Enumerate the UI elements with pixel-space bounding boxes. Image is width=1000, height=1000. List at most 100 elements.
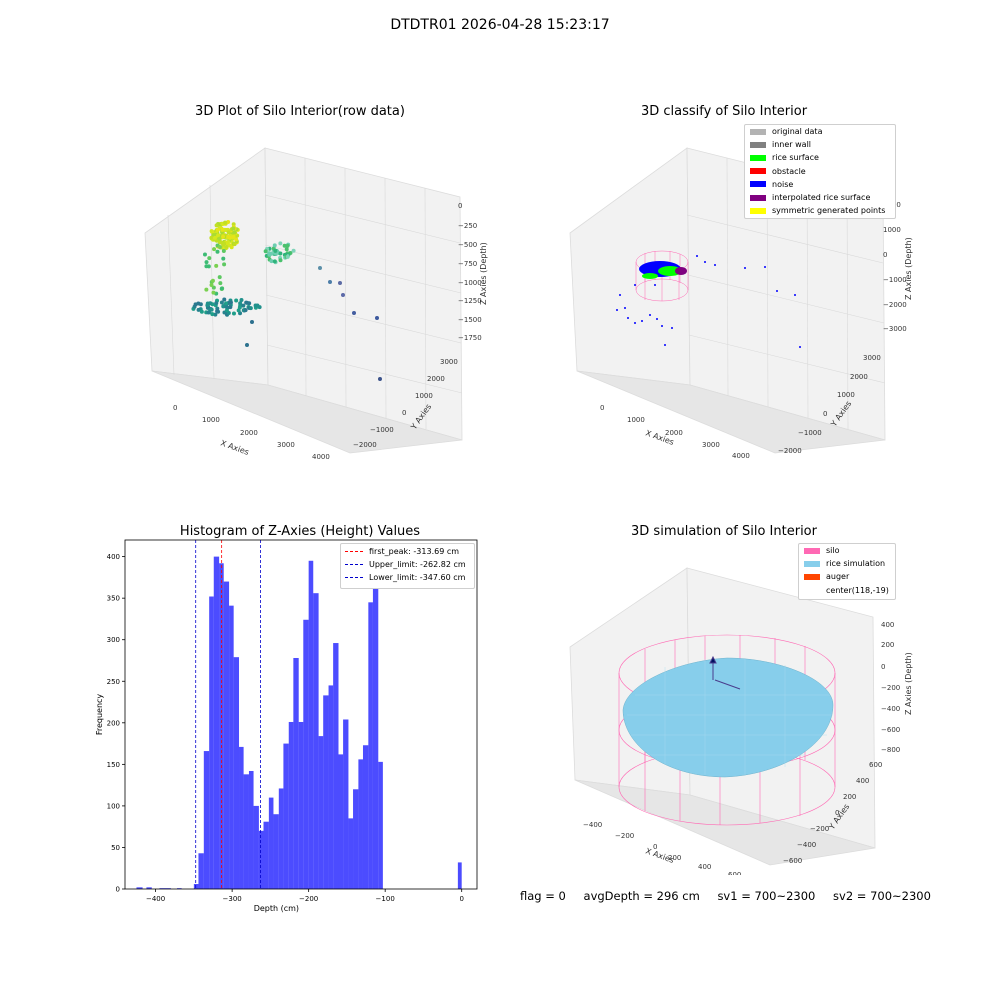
- raw-point: [211, 290, 216, 295]
- raw-point: [221, 248, 226, 253]
- raw-point: [219, 286, 224, 291]
- histogram-bar: [193, 884, 199, 889]
- legend-label: rice surface: [772, 153, 819, 163]
- simulation-ytick: −600: [783, 857, 802, 865]
- classify-legend: original data inner wall rice surface obsta…: [744, 124, 896, 219]
- histogram-bar: [358, 759, 363, 889]
- histogram-bar: [378, 761, 383, 889]
- raw-point: [227, 235, 232, 240]
- raw-point: [209, 307, 214, 312]
- histogram-bar: [268, 797, 274, 889]
- simulation-ytick: 0: [835, 809, 839, 817]
- legend-label: silo: [826, 546, 840, 555]
- raw-point: [215, 249, 220, 254]
- classify-xtick: 2000: [665, 429, 683, 437]
- raw-point: [272, 259, 277, 264]
- classify-noise-point: [654, 284, 656, 286]
- raw-point: [278, 258, 283, 263]
- legend-entry: symmetric generated points: [750, 206, 885, 215]
- legend-label: obstacle: [772, 166, 806, 176]
- legend-entry: rice simulation: [804, 559, 885, 568]
- classify-noise-point: [714, 264, 716, 266]
- legend-swatch: [804, 587, 820, 593]
- raw-point: [282, 243, 287, 248]
- raw-point: [213, 312, 218, 317]
- histogram-bar: [177, 888, 182, 889]
- histogram-xtick-label: −100: [376, 895, 395, 903]
- raw-plot-title: 3D Plot of Silo Interior(row data): [195, 104, 405, 119]
- raw-point: [273, 248, 278, 253]
- legend-entry: Lower_limit: -347.60 cm: [345, 573, 465, 582]
- histogram-xtick-label: 0: [459, 895, 463, 903]
- histogram-bar: [273, 814, 279, 889]
- histogram-bar: [288, 721, 294, 889]
- raw-point: [278, 251, 283, 256]
- classify-interpolated-surface: [675, 267, 687, 275]
- classify-ztick: 0: [883, 251, 887, 259]
- raw-point: [244, 300, 249, 305]
- classify-xtick: 1000: [627, 416, 645, 424]
- simulation-ztick: −400: [881, 705, 900, 713]
- raw-point: [263, 249, 268, 254]
- legend-swatch: [750, 207, 766, 214]
- simulation-xtick: 600: [728, 871, 741, 875]
- simulation-3d-plot: −400 −200 0 200 400 600 X Axies −600 −40…: [569, 567, 913, 875]
- legend-swatch: [750, 141, 766, 148]
- classify-noise-point: [794, 294, 796, 296]
- status-sv1: sv1 = 700~2300: [717, 889, 816, 903]
- classify-noise-points: [616, 255, 801, 348]
- raw-ztick: −1000: [458, 279, 482, 287]
- legend-entry: noise: [750, 180, 793, 189]
- raw-point: [217, 245, 222, 250]
- raw-point: [250, 320, 254, 324]
- legend-entry: inner wall: [750, 140, 811, 149]
- legend-swatch: [345, 564, 363, 565]
- histogram-ytick-label: 100: [107, 802, 120, 810]
- histogram-bar: [223, 581, 230, 889]
- simulation-ztick: −600: [881, 726, 900, 734]
- raw-point: [247, 301, 252, 306]
- simulation-zlabel: Z Axies (Depth): [904, 652, 913, 715]
- classify-noise-point: [744, 267, 746, 269]
- raw-xlabel: X Axies: [219, 438, 250, 457]
- classify-noise-point: [704, 261, 706, 263]
- raw-point: [204, 264, 209, 269]
- histogram-bar: [146, 887, 152, 889]
- legend-entry: obstacle: [750, 167, 806, 176]
- classify-ztick: −2000: [883, 301, 907, 309]
- raw-point: [232, 242, 237, 247]
- raw-point: [196, 307, 201, 312]
- simulation-ytick: 600: [869, 761, 882, 769]
- histogram-bar: [253, 805, 259, 889]
- histogram-bar: [328, 685, 334, 889]
- classify-noise-point: [656, 318, 658, 320]
- legend-entry: silo: [804, 546, 840, 555]
- raw-ztick: −500: [458, 241, 477, 249]
- histogram-bar: [333, 643, 339, 889]
- classify-noise-point: [616, 309, 618, 311]
- raw-point: [267, 252, 272, 257]
- status-line: flag = 0 avgDepth = 296 cm sv1 = 700~230…: [520, 889, 945, 903]
- legend-label: rice simulation: [826, 559, 886, 569]
- simulation-ztick: −800: [881, 746, 900, 754]
- raw-point: [318, 266, 322, 270]
- classify-ztick: 1000: [883, 226, 901, 234]
- histogram-bar: [263, 821, 269, 889]
- raw-point: [218, 281, 223, 286]
- status-sv2: sv2 = 700~2300: [833, 889, 931, 903]
- classify-ytick: 0: [823, 410, 827, 418]
- legend-swatch: [804, 547, 820, 554]
- raw-ytick: 2000: [427, 375, 445, 383]
- simulation-legend: silo rice simulation auger center(118,-19): [798, 543, 896, 600]
- simulation-floor-pane: [574, 779, 876, 866]
- legend-entry: Upper_limit: -262.82 cm: [345, 560, 466, 569]
- raw-point: [222, 262, 227, 267]
- classify-ztick: −3000: [883, 325, 907, 333]
- classify-noise-point: [641, 320, 643, 322]
- classify-noise-point: [619, 294, 621, 296]
- classify-noise-point: [661, 325, 663, 327]
- legend-swatch: [345, 551, 363, 552]
- legend-entry: auger: [804, 572, 849, 581]
- histogram-legend: first_peak: -313.69 cm Upper_limit: -262.…: [340, 543, 475, 589]
- raw-ytick: 3000: [440, 358, 458, 366]
